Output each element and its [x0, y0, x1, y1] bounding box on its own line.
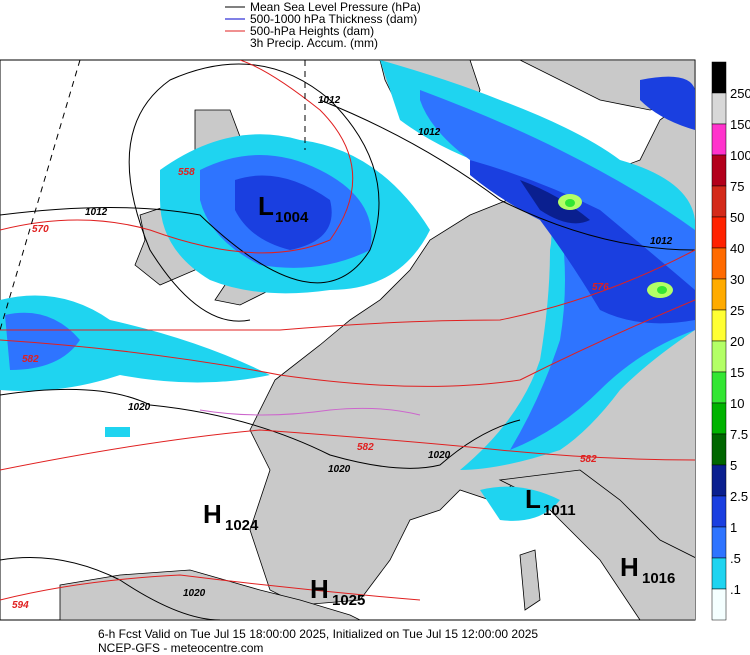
colorbar-swatch — [711, 557, 727, 590]
colorbar-label: 25 — [730, 303, 744, 318]
contour-label: 582 — [22, 354, 39, 365]
colorbar-label: 150 — [730, 117, 750, 132]
contour-label: 582 — [357, 442, 374, 453]
colorbar-label: 5 — [730, 458, 737, 473]
colorbar-swatch — [711, 402, 727, 435]
colorbar-label: 30 — [730, 272, 744, 287]
colorbar-swatch — [711, 526, 727, 559]
footer-line: NCEP-GFS - meteocentre.com — [98, 641, 263, 655]
contour-label: 570 — [32, 224, 49, 235]
center-symbol: H — [620, 552, 639, 582]
colorbar: 250 150 100 75 50 40 30 25 20 15 10 7.5 5 2.5 1 .5 .1 — [711, 61, 750, 621]
pressure-centers: L 1004 L 1011 H 1024 H 1025 H 1016 — [203, 191, 675, 609]
colorbar-swatch — [711, 588, 727, 621]
colorbar-swatch — [711, 123, 727, 156]
legend-entry: 500-1000 hPa Thickness (dam) — [250, 12, 417, 26]
colorbar-label: 20 — [730, 334, 744, 349]
legend-entry: Mean Sea Level Pressure (hPa) — [250, 0, 421, 14]
center-symbol: L — [525, 484, 541, 514]
colorbar-swatch — [711, 247, 727, 280]
contour-label: 558 — [178, 167, 195, 178]
colorbar-label: 15 — [730, 365, 744, 380]
contour-label: 1012 — [318, 95, 341, 106]
contour-label: 576 — [592, 282, 609, 293]
contour-labels: 1012 1012 1012 1020 1020 1020 1020 1012 … — [12, 95, 673, 611]
contour-label: 582 — [580, 454, 597, 465]
colorbar-label: .1 — [730, 582, 741, 597]
contour-label: 1012 — [650, 236, 673, 247]
colorbar-label: 2.5 — [730, 489, 748, 504]
colorbar-label: 7.5 — [730, 427, 748, 442]
colorbar-swatch — [711, 433, 727, 466]
map-area: 1012 1012 1012 1020 1020 1020 1020 1012 … — [0, 59, 696, 621]
contour-label: 1020 — [428, 450, 451, 461]
colorbar-label: 40 — [730, 241, 744, 256]
contours — [0, 60, 695, 620]
colorbar-label: 75 — [730, 179, 744, 194]
colorbar-label: 50 — [730, 210, 744, 225]
center-value: 1024 — [225, 517, 259, 534]
colorbar-swatch — [711, 309, 727, 342]
legend-entry: 3h Precip. Accum. (mm) — [250, 36, 378, 50]
colorbar-label: 1 — [730, 520, 737, 535]
colorbar-swatch — [711, 216, 727, 249]
colorbar-swatch — [711, 61, 727, 94]
contour-label: 594 — [12, 600, 29, 611]
center-symbol: H — [310, 574, 329, 604]
center-value: 1016 — [642, 570, 675, 587]
colorbar-swatch — [711, 154, 727, 187]
colorbar-label: 100 — [730, 148, 750, 163]
contour-label: 1012 — [418, 127, 441, 138]
colorbar-label: 10 — [730, 396, 744, 411]
precipitation — [0, 60, 695, 521]
colorbar-swatch — [711, 371, 727, 404]
contour-label: 1020 — [328, 464, 351, 475]
colorbar-label: 250 — [730, 86, 750, 101]
center-value: 1025 — [332, 592, 365, 609]
colorbar-swatch — [711, 495, 727, 528]
center-symbol: H — [203, 499, 222, 529]
contour-label: 1020 — [128, 402, 151, 413]
colorbar-swatch — [711, 185, 727, 218]
contour-label: 1020 — [183, 588, 206, 599]
center-value: 1004 — [275, 209, 309, 226]
footer-line: 6-h Fcst Valid on Tue Jul 15 18:00:00 20… — [98, 627, 538, 641]
colorbar-label: .5 — [730, 551, 741, 566]
contour-label: 1012 — [85, 207, 108, 218]
colorbar-swatch — [711, 92, 727, 125]
colorbar-swatch — [711, 278, 727, 311]
center-symbol: L — [258, 191, 274, 221]
center-value: 1011 — [543, 502, 576, 519]
colorbar-swatch — [711, 464, 727, 497]
legend: Mean Sea Level Pressure (hPa) 500-1000 h… — [225, 0, 421, 50]
colorbar-swatch — [711, 340, 727, 373]
legend-entry: 500-hPa Heights (dam) — [250, 24, 374, 38]
